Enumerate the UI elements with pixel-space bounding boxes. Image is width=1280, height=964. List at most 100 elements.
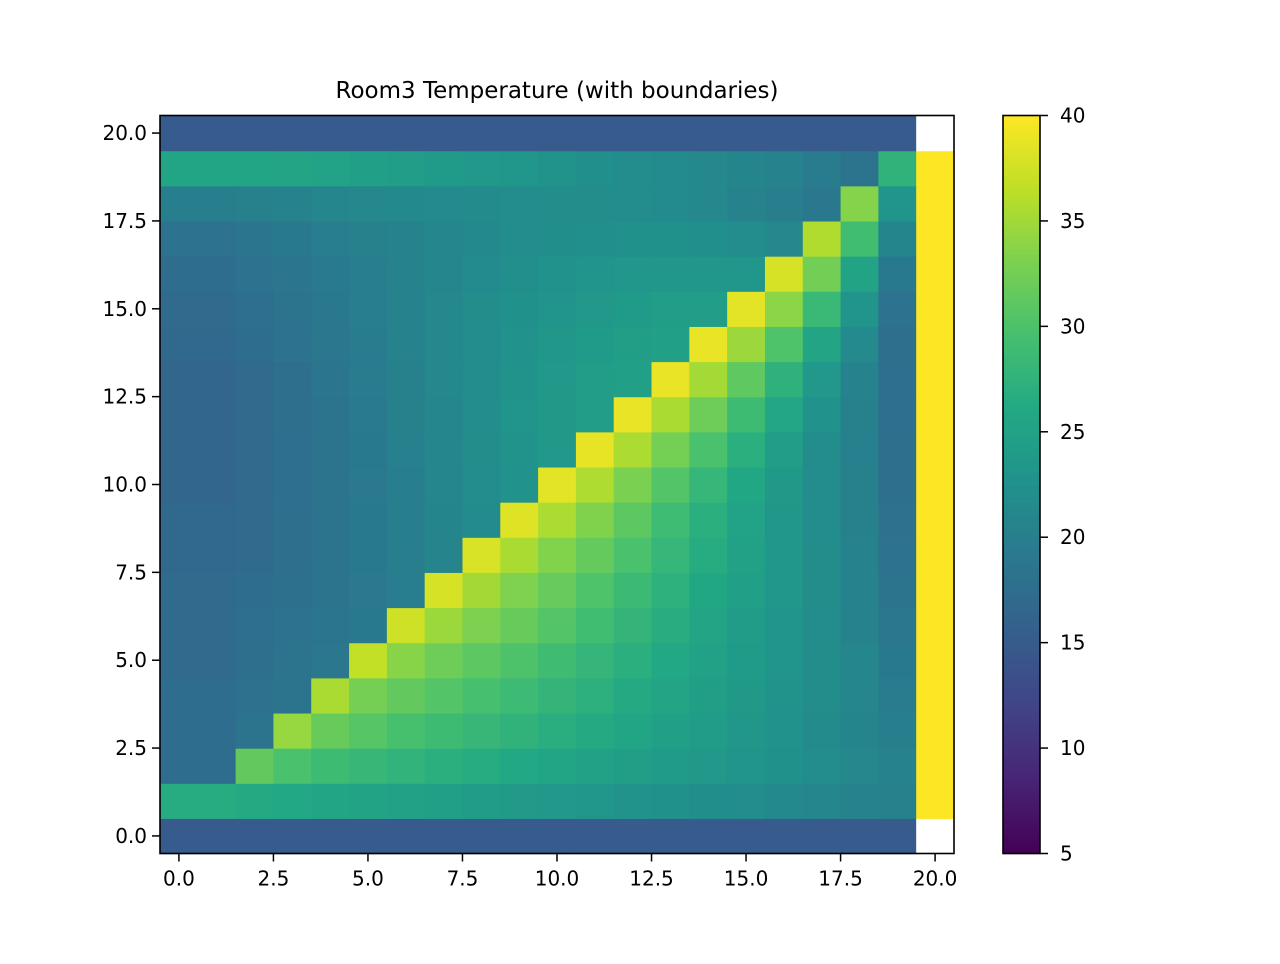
heatmap-cell bbox=[727, 642, 766, 679]
heatmap-cell bbox=[575, 326, 615, 363]
heatmap-cell bbox=[273, 256, 312, 292]
colorbar-segment bbox=[1003, 844, 1040, 850]
heatmap-cell bbox=[424, 431, 464, 468]
colorbar-segment bbox=[1003, 143, 1040, 149]
heatmap-cell bbox=[575, 642, 615, 679]
heatmap-cell bbox=[386, 361, 426, 398]
colorbar-segment bbox=[1003, 664, 1040, 670]
heatmap-cell bbox=[727, 431, 766, 468]
heatmap-cell bbox=[386, 256, 426, 292]
heatmap-cell bbox=[160, 361, 199, 398]
heatmap-cell bbox=[349, 466, 388, 503]
colorbar-segment bbox=[1003, 696, 1040, 702]
heatmap-cell bbox=[386, 712, 426, 749]
heatmap-cell bbox=[462, 115, 501, 152]
colorbar-segment bbox=[1003, 807, 1040, 813]
heatmap-cell bbox=[802, 677, 842, 714]
colorbar-segment bbox=[1003, 512, 1040, 518]
heatmap-cell bbox=[424, 677, 464, 714]
heatmap-cell bbox=[500, 326, 539, 363]
heatmap-cell bbox=[160, 783, 199, 819]
colorbar-segment bbox=[1003, 175, 1040, 181]
heatmap-cell bbox=[462, 677, 501, 714]
colorbar-segment bbox=[1003, 613, 1040, 619]
heatmap-cell bbox=[840, 361, 879, 398]
heatmap-cell bbox=[651, 572, 690, 609]
x-tick-label: 20.0 bbox=[913, 867, 958, 891]
colorbar-segment bbox=[1003, 742, 1040, 749]
heatmap-cell bbox=[197, 361, 237, 398]
heatmap-cell bbox=[575, 291, 615, 327]
colorbar-segment bbox=[1003, 622, 1040, 629]
heatmap-cell bbox=[349, 115, 388, 152]
heatmap-cell bbox=[424, 115, 464, 152]
heatmap-cell bbox=[197, 150, 237, 187]
heatmap-cell bbox=[500, 361, 539, 398]
heatmap-cell bbox=[840, 818, 879, 855]
y-tick-label: 20.0 bbox=[102, 121, 147, 145]
heatmap-cell bbox=[764, 677, 804, 714]
colorbar-segment bbox=[1003, 207, 1040, 213]
heatmap-cell bbox=[500, 502, 539, 538]
heatmap-cell bbox=[727, 607, 766, 644]
heatmap-cell bbox=[235, 361, 275, 398]
colorbar-segment bbox=[1003, 336, 1040, 343]
heatmap-cell bbox=[386, 291, 426, 327]
heatmap-cell bbox=[273, 783, 312, 819]
heatmap-cell bbox=[689, 537, 728, 573]
colorbar-segment bbox=[1003, 281, 1040, 287]
heatmap-cell bbox=[235, 150, 275, 187]
colorbar-segment bbox=[1003, 424, 1040, 430]
x-tick-label: 2.5 bbox=[258, 867, 290, 891]
heatmap-cell bbox=[613, 818, 653, 855]
heatmap-cell bbox=[651, 537, 690, 573]
heatmap-cell bbox=[386, 466, 426, 503]
colorbar-segment bbox=[1003, 673, 1040, 679]
heatmap-cell bbox=[235, 256, 275, 292]
colorbar-segment bbox=[1003, 378, 1040, 384]
colorbar-segment bbox=[1003, 581, 1040, 587]
heatmap-cell bbox=[689, 572, 728, 609]
heatmap-cell bbox=[273, 712, 312, 749]
heatmap-cell bbox=[802, 115, 842, 152]
heatmap-cell bbox=[160, 712, 199, 749]
heatmap-cell bbox=[575, 572, 615, 609]
colorbar-segment bbox=[1003, 138, 1040, 144]
colorbar-tick-label: 5 bbox=[1060, 842, 1073, 866]
heatmap-cell bbox=[160, 537, 199, 573]
heatmap-cell bbox=[424, 783, 464, 819]
heatmap-cell bbox=[840, 326, 879, 363]
x-tick-label: 17.5 bbox=[818, 867, 863, 891]
colorbar-segment bbox=[1003, 406, 1040, 412]
colorbar-segment bbox=[1003, 728, 1040, 735]
heatmap-cell bbox=[840, 396, 879, 433]
heatmap-cell bbox=[878, 642, 917, 679]
colorbar-segment bbox=[1003, 539, 1040, 546]
heatmap-cell bbox=[651, 783, 690, 819]
heatmap-cell bbox=[349, 431, 388, 468]
heatmap-cell bbox=[689, 466, 728, 503]
colorbar-segment bbox=[1003, 590, 1040, 596]
heatmap-cell bbox=[538, 361, 577, 398]
heatmap-cell bbox=[878, 502, 917, 538]
heatmap-cell bbox=[538, 712, 577, 749]
colorbar-segment bbox=[1003, 641, 1040, 647]
colorbar-segment bbox=[1003, 447, 1040, 453]
y-tick-label: 12.5 bbox=[102, 385, 147, 409]
heatmap-cell bbox=[575, 712, 615, 749]
colorbar-segment bbox=[1003, 466, 1040, 472]
colorbar-segment bbox=[1003, 396, 1040, 403]
colorbar-segment bbox=[1003, 489, 1040, 495]
heatmap-cell bbox=[575, 607, 615, 644]
heatmap-cell bbox=[386, 783, 426, 819]
heatmap-cell bbox=[349, 326, 388, 363]
colorbar-segment bbox=[1003, 521, 1040, 527]
heatmap-cell bbox=[802, 256, 842, 292]
heatmap-cell bbox=[160, 256, 199, 292]
heatmap-cell bbox=[575, 502, 615, 538]
colorbar-segment bbox=[1003, 115, 1040, 121]
colorbar-segment bbox=[1003, 456, 1040, 463]
heatmap-cell bbox=[349, 783, 388, 819]
heatmap-cell bbox=[764, 466, 804, 503]
